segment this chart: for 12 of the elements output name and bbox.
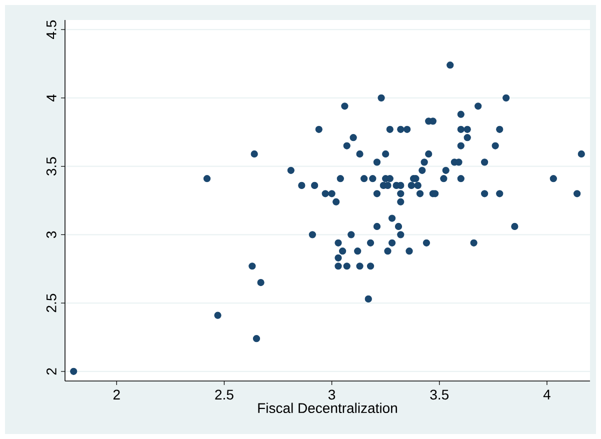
x-tick-label: 2 bbox=[113, 390, 120, 400]
y-tick-label: 2.5 bbox=[46, 294, 56, 312]
y-tick-label: 4.5 bbox=[46, 20, 56, 39]
y-tick-label: 4 bbox=[46, 94, 56, 102]
x-tick-label: 2.5 bbox=[215, 390, 234, 400]
x-tick-label: 3.5 bbox=[430, 390, 449, 400]
y-tick-label: 3.5 bbox=[46, 157, 56, 176]
y-tick-label: 3 bbox=[46, 231, 56, 238]
y-tick-label: 2 bbox=[46, 368, 56, 375]
x-tick-label: 3 bbox=[328, 390, 336, 400]
x-axis-title: Fiscal Decentralization bbox=[258, 402, 397, 414]
x-tick-label: 4 bbox=[543, 390, 550, 400]
